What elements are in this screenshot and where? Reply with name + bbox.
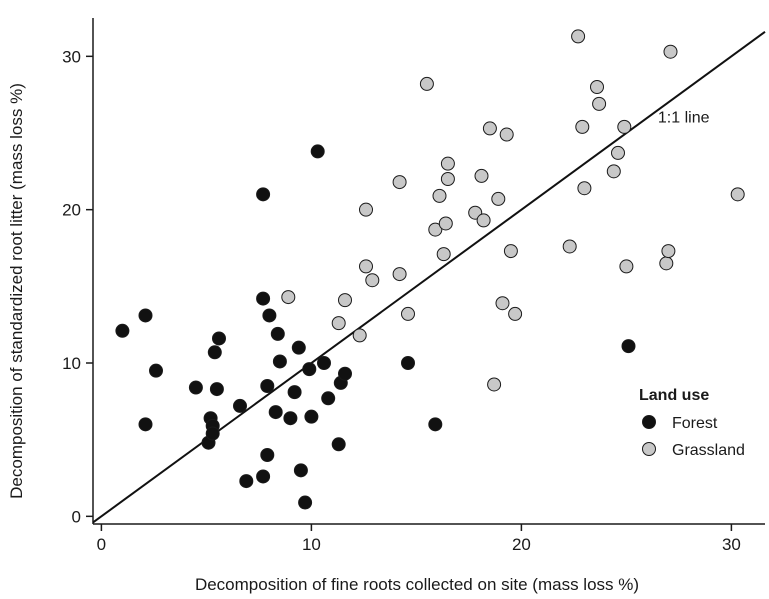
one-to-one-line <box>92 30 766 524</box>
data-point-forest <box>310 144 325 159</box>
data-point-forest <box>287 385 302 400</box>
legend-marker-grassland <box>642 442 656 456</box>
data-point-forest <box>138 417 153 432</box>
data-point-grassland <box>562 239 577 254</box>
data-point-forest <box>209 382 224 397</box>
data-point-forest <box>270 326 285 341</box>
data-point-grassland <box>338 293 352 308</box>
data-point-forest <box>233 398 247 413</box>
data-point-forest <box>293 463 308 478</box>
data-point-forest <box>256 187 271 202</box>
data-point-grassland <box>495 296 510 311</box>
data-point-forest <box>149 363 163 378</box>
legend-label-forest: Forest <box>672 415 718 432</box>
data-point-grassland <box>331 316 346 331</box>
data-point-grassland <box>606 164 621 179</box>
data-point-grassland <box>577 181 592 196</box>
data-point-grassland <box>359 202 373 217</box>
legend-label-grassland: Grassland <box>672 442 745 459</box>
y-tick-label: 30 <box>62 47 81 66</box>
data-point-grassland <box>491 191 506 206</box>
data-point-grassland <box>487 377 502 392</box>
one-to-one-annotation: 1:1 line <box>658 109 710 126</box>
data-point-grassland <box>365 273 380 288</box>
data-point-forest <box>338 366 352 381</box>
data-point-grassland <box>617 119 632 134</box>
data-point-forest <box>239 474 254 489</box>
data-point-grassland <box>575 119 590 134</box>
data-point-grassland <box>474 168 489 183</box>
legend: Land use Forest Grassland <box>639 387 745 459</box>
data-point-forest <box>428 417 443 432</box>
data-point-forest <box>283 411 298 426</box>
y-tick-label: 0 <box>72 507 81 526</box>
data-point-grassland <box>659 256 674 271</box>
data-point-forest <box>321 391 336 406</box>
series-forest <box>115 144 636 510</box>
data-point-grassland <box>476 213 491 228</box>
data-points <box>115 29 745 510</box>
legend-title: Land use <box>639 387 709 404</box>
y-tick-label: 10 <box>62 354 81 373</box>
legend-marker-forest <box>642 415 656 429</box>
data-point-forest <box>268 405 283 420</box>
data-point-grassland <box>440 172 455 186</box>
data-point-forest <box>401 356 415 370</box>
data-point-forest <box>262 308 277 323</box>
data-point-grassland <box>352 328 367 343</box>
data-point-forest <box>207 345 222 360</box>
x-tick-label: 30 <box>722 535 741 554</box>
data-point-grassland <box>508 306 523 321</box>
data-point-forest <box>298 495 313 510</box>
data-point-forest <box>115 323 130 338</box>
data-point-grassland <box>436 247 451 262</box>
series-grassland <box>281 29 745 392</box>
data-point-grassland <box>661 244 676 259</box>
data-point-grassland <box>590 80 604 94</box>
data-point-grassland <box>432 188 447 203</box>
data-point-grassland <box>392 267 407 282</box>
data-point-forest <box>212 331 226 346</box>
x-tick-label: 10 <box>302 535 321 554</box>
data-point-grassland <box>359 259 373 274</box>
data-point-grassland <box>281 290 296 305</box>
data-point-forest <box>256 291 271 306</box>
x-tick-label: 20 <box>512 535 531 554</box>
data-point-grassland <box>663 44 678 59</box>
data-point-grassland <box>619 259 634 274</box>
data-point-forest <box>138 308 153 323</box>
data-point-grassland <box>730 187 745 202</box>
data-point-grassland <box>401 306 415 321</box>
axes: 0 10 20 30 0 10 20 30 <box>62 18 765 554</box>
data-point-grassland <box>440 156 455 171</box>
data-point-forest <box>188 380 203 395</box>
data-point-forest <box>260 448 275 462</box>
data-point-grassland <box>611 145 625 160</box>
data-point-forest <box>256 469 271 484</box>
data-point-grassland <box>592 96 607 111</box>
data-point-grassland <box>503 244 518 259</box>
data-point-grassland <box>499 127 514 142</box>
data-point-forest <box>621 339 636 354</box>
data-point-forest <box>291 340 306 355</box>
data-point-grassland <box>438 216 453 231</box>
data-point-forest <box>205 426 220 441</box>
y-tick-label: 20 <box>62 201 81 220</box>
data-point-forest <box>272 354 287 369</box>
data-point-forest <box>302 362 317 377</box>
data-point-grassland <box>392 175 407 190</box>
data-point-grassland <box>482 121 497 136</box>
data-point-forest <box>331 437 346 452</box>
data-point-grassland <box>571 29 586 44</box>
x-tick-label: 0 <box>97 535 106 554</box>
data-point-forest <box>317 356 331 370</box>
x-axis-title: Decomposition of fine roots collected on… <box>195 575 639 594</box>
data-point-grassland <box>419 76 434 91</box>
data-point-grassland <box>428 222 443 237</box>
y-axis-title: Decomposition of standardized root litte… <box>7 83 26 499</box>
data-point-forest <box>304 409 319 424</box>
data-point-forest <box>260 379 275 393</box>
reference-line-group <box>92 30 766 524</box>
